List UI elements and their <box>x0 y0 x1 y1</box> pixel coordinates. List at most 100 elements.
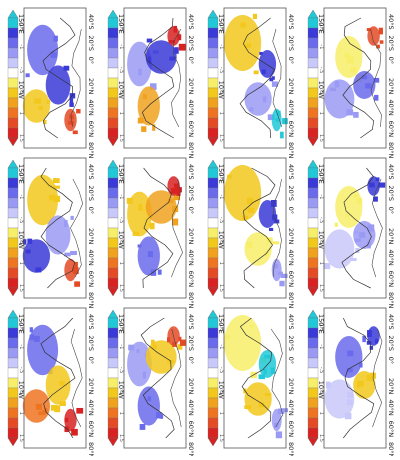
anomaly-speckle <box>171 188 177 194</box>
colorbar-label: -1 <box>18 44 24 49</box>
colorbar-segment <box>7 387 19 399</box>
anomaly-speckle <box>369 345 374 350</box>
colorbar-label: -.5 <box>218 67 224 74</box>
longitude-tick-label: 10°W <box>17 381 25 400</box>
colorbar-label: -1.5 <box>18 172 24 182</box>
coastline <box>342 17 375 139</box>
anomaly-speckle <box>152 124 156 131</box>
anomaly-speckle <box>74 261 78 268</box>
colorbar-segment <box>207 127 219 139</box>
anomaly-speckle <box>350 67 357 73</box>
anomaly-blob <box>64 258 77 282</box>
anomaly-speckle <box>244 405 252 410</box>
colorbar-arrow <box>207 287 219 297</box>
latitude-tick-label: 60°N <box>187 421 195 438</box>
anomaly-speckle <box>137 244 142 248</box>
anomaly-speckle <box>374 338 379 344</box>
colorbar-segment <box>107 337 119 349</box>
colorbar-arrow <box>207 159 219 169</box>
colorbar-segment <box>307 107 319 119</box>
anomaly-speckle <box>42 410 46 415</box>
anomaly-speckle <box>175 187 182 193</box>
anomaly-speckle <box>365 83 372 89</box>
anomaly-blob <box>127 41 152 87</box>
latitude-tick-label: 40°N <box>187 249 195 266</box>
anomaly-speckle <box>245 43 252 48</box>
colorbar-segment <box>207 347 219 359</box>
colorbar-segment <box>107 27 119 39</box>
latitude-tick-label: 20°N <box>87 228 95 245</box>
panel-p12: 40°S 20°S 0° 20°N 40°N 60°N 80°N -1.5 -1 -.5 .5 1 1.… <box>307 307 395 459</box>
anomaly-speckle <box>252 13 258 19</box>
anomaly-speckle <box>347 391 354 398</box>
anomaly-speckle <box>147 396 152 401</box>
coastline <box>70 178 84 278</box>
colorbar-segment <box>307 427 319 439</box>
anomaly-speckle <box>142 371 146 379</box>
latitude-tick-label: 40°S <box>187 314 195 330</box>
colorbar-segment <box>207 337 219 349</box>
colorbar-segment <box>7 57 19 69</box>
colorbar-label: 1 <box>118 112 124 115</box>
anomaly-speckle <box>141 126 147 132</box>
anomaly-speckle <box>72 130 78 135</box>
coastline <box>142 167 174 289</box>
latitude-tick-label: 20°S <box>87 35 95 51</box>
colorbar-arrow <box>107 437 119 447</box>
anomaly-speckle <box>374 94 379 101</box>
anomaly-speckle <box>33 335 40 342</box>
colorbar-label: 1.5 <box>118 134 124 142</box>
anomaly-blob <box>145 190 177 224</box>
colorbar-label: -.5 <box>218 367 224 374</box>
colorbar-label: .5 <box>218 389 224 394</box>
anomaly-speckle <box>367 241 371 249</box>
colorbar-label: -1.5 <box>318 172 324 182</box>
anomaly-speckle <box>147 251 153 258</box>
longitude-tick-label: 150°E <box>117 14 125 34</box>
anomaly-blob <box>137 386 160 426</box>
anomaly-speckle <box>359 362 363 368</box>
anomaly-speckle <box>148 56 152 64</box>
anomaly-speckle <box>347 350 354 357</box>
anomaly-speckle <box>329 87 337 92</box>
anomaly-blob <box>22 89 51 123</box>
anomaly-speckle <box>29 327 33 333</box>
longitude-tick-label: 10°W <box>317 381 325 400</box>
anomaly-speckle <box>126 197 133 204</box>
latitude-tick-label: 40°S <box>187 14 195 30</box>
colorbar-segment <box>107 17 119 29</box>
longitude-tick-label: 10°W <box>117 231 125 250</box>
anomaly-speckle <box>379 40 384 44</box>
anomaly-speckle <box>64 220 68 227</box>
panel-p1: 40°S 20°S 0° 20°N 40°N 60°N 80°N -1.5 -1 -.5 .5 1 1.… <box>7 7 95 159</box>
anomaly-speckle <box>344 52 350 58</box>
anomaly-speckle <box>27 238 33 244</box>
colorbar-arrow <box>107 9 119 19</box>
map-frame <box>323 157 387 299</box>
anomaly-speckle <box>172 341 177 347</box>
colorbar-segment <box>307 47 319 59</box>
coastline <box>372 328 383 428</box>
anomaly-speckle <box>53 185 60 189</box>
panel-p4: 40°S 20°S 0° 20°N 40°N 60°N 80°N -1.5 -1 -.5 .5 1 1.… <box>307 7 395 159</box>
anomaly-speckle <box>139 424 146 430</box>
colorbar-arrow <box>207 137 219 147</box>
map-frame <box>23 7 87 149</box>
colorbar-arrow <box>307 9 319 19</box>
colorbar-segment <box>307 187 319 199</box>
anomaly-speckle <box>151 339 155 345</box>
colorbar-arrow <box>7 437 19 447</box>
colorbar-arrow <box>107 287 119 297</box>
colorbar-segment <box>307 247 319 259</box>
anomaly-speckle <box>138 204 143 211</box>
anomaly-speckle <box>357 380 364 387</box>
latitude-tick-label: 20°N <box>387 228 395 245</box>
anomaly-speckle <box>353 111 359 118</box>
colorbar-segment <box>7 257 19 269</box>
anomaly-speckle <box>271 81 278 87</box>
anomaly-speckle <box>23 239 27 245</box>
anomaly-blob <box>244 382 272 416</box>
coastline <box>42 17 76 139</box>
colorbar-label: -1.5 <box>18 322 24 332</box>
longitude-tick-label: 10°W <box>117 81 125 100</box>
